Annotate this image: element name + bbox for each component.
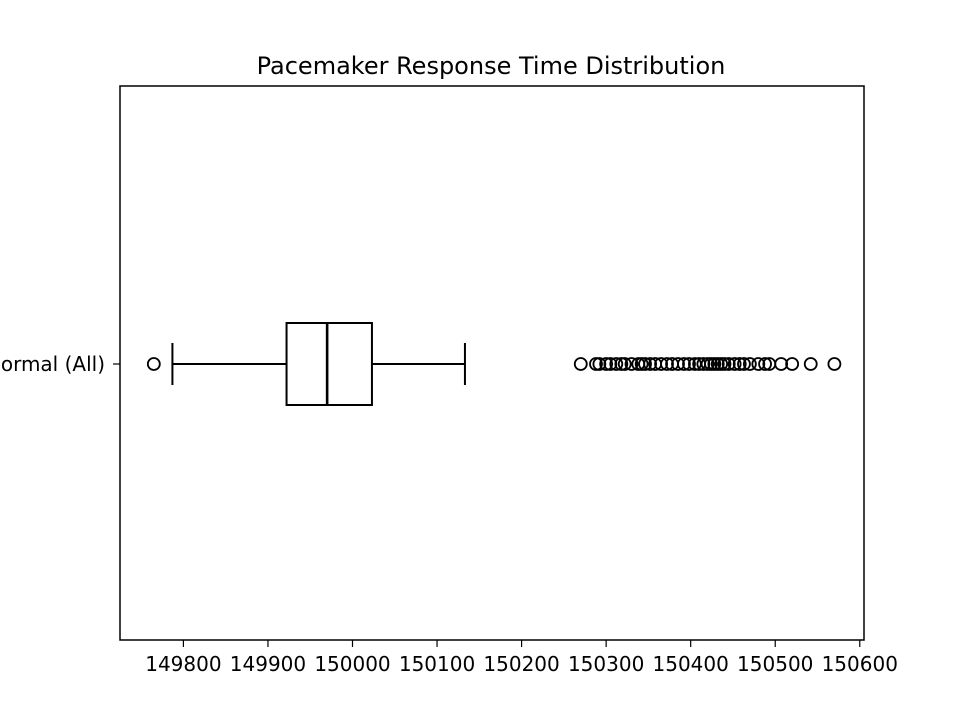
outlier-point: [643, 357, 657, 371]
outlier-point: [732, 357, 747, 371]
iqr-box: [285, 322, 373, 406]
outlier-point: [624, 357, 639, 371]
outlier-point: [721, 357, 736, 371]
outlier-point: [638, 357, 652, 371]
outlier-point: [146, 357, 161, 371]
y-axis: Normal (All): [0, 352, 120, 376]
outlier-point: [609, 357, 624, 371]
x-tick-label: 150000: [314, 652, 390, 676]
x-tick-label: 150200: [483, 652, 559, 676]
outlier-point: [682, 357, 696, 371]
box-plot: [171, 322, 466, 406]
x-tick-label: 150100: [399, 652, 475, 676]
outlier-point: [573, 357, 588, 371]
x-tick-label: 150600: [822, 652, 898, 676]
outlier-point: [599, 357, 614, 371]
plot-frame: [119, 85, 865, 641]
x-tick-label: 150300: [568, 652, 644, 676]
outlier-point: [654, 357, 668, 371]
outlier-point: [671, 357, 685, 371]
x-tick-label: 150400: [653, 652, 729, 676]
outlier-point: [677, 357, 691, 371]
outlier-point: [827, 357, 842, 371]
x-tick-label: 149900: [230, 652, 306, 676]
chart-title: Pacemaker Response Time Distribution: [257, 52, 726, 80]
outlier-point: [603, 357, 618, 371]
outlier-point: [737, 357, 751, 371]
outlier-point: [742, 357, 757, 371]
outlier-point: [803, 357, 818, 371]
outlier-point: [727, 357, 742, 371]
outlier-point: [660, 357, 674, 371]
outlier-point: [785, 357, 800, 371]
outliers-group: [146, 357, 842, 371]
x-tick-label: 149800: [145, 652, 221, 676]
y-tick-label: Normal (All): [0, 352, 105, 376]
outlier-point: [592, 357, 607, 371]
outlier-point: [751, 357, 766, 371]
outlier-point: [758, 357, 772, 371]
outlier-point: [696, 357, 711, 371]
x-tick-label: 150500: [737, 652, 813, 676]
x-axis: 149800 149900 150000 150100 150200 150300 1504…: [145, 640, 898, 676]
outlier-point: [717, 357, 732, 371]
outlier-point: [617, 357, 632, 371]
outlier-point: [774, 357, 789, 371]
